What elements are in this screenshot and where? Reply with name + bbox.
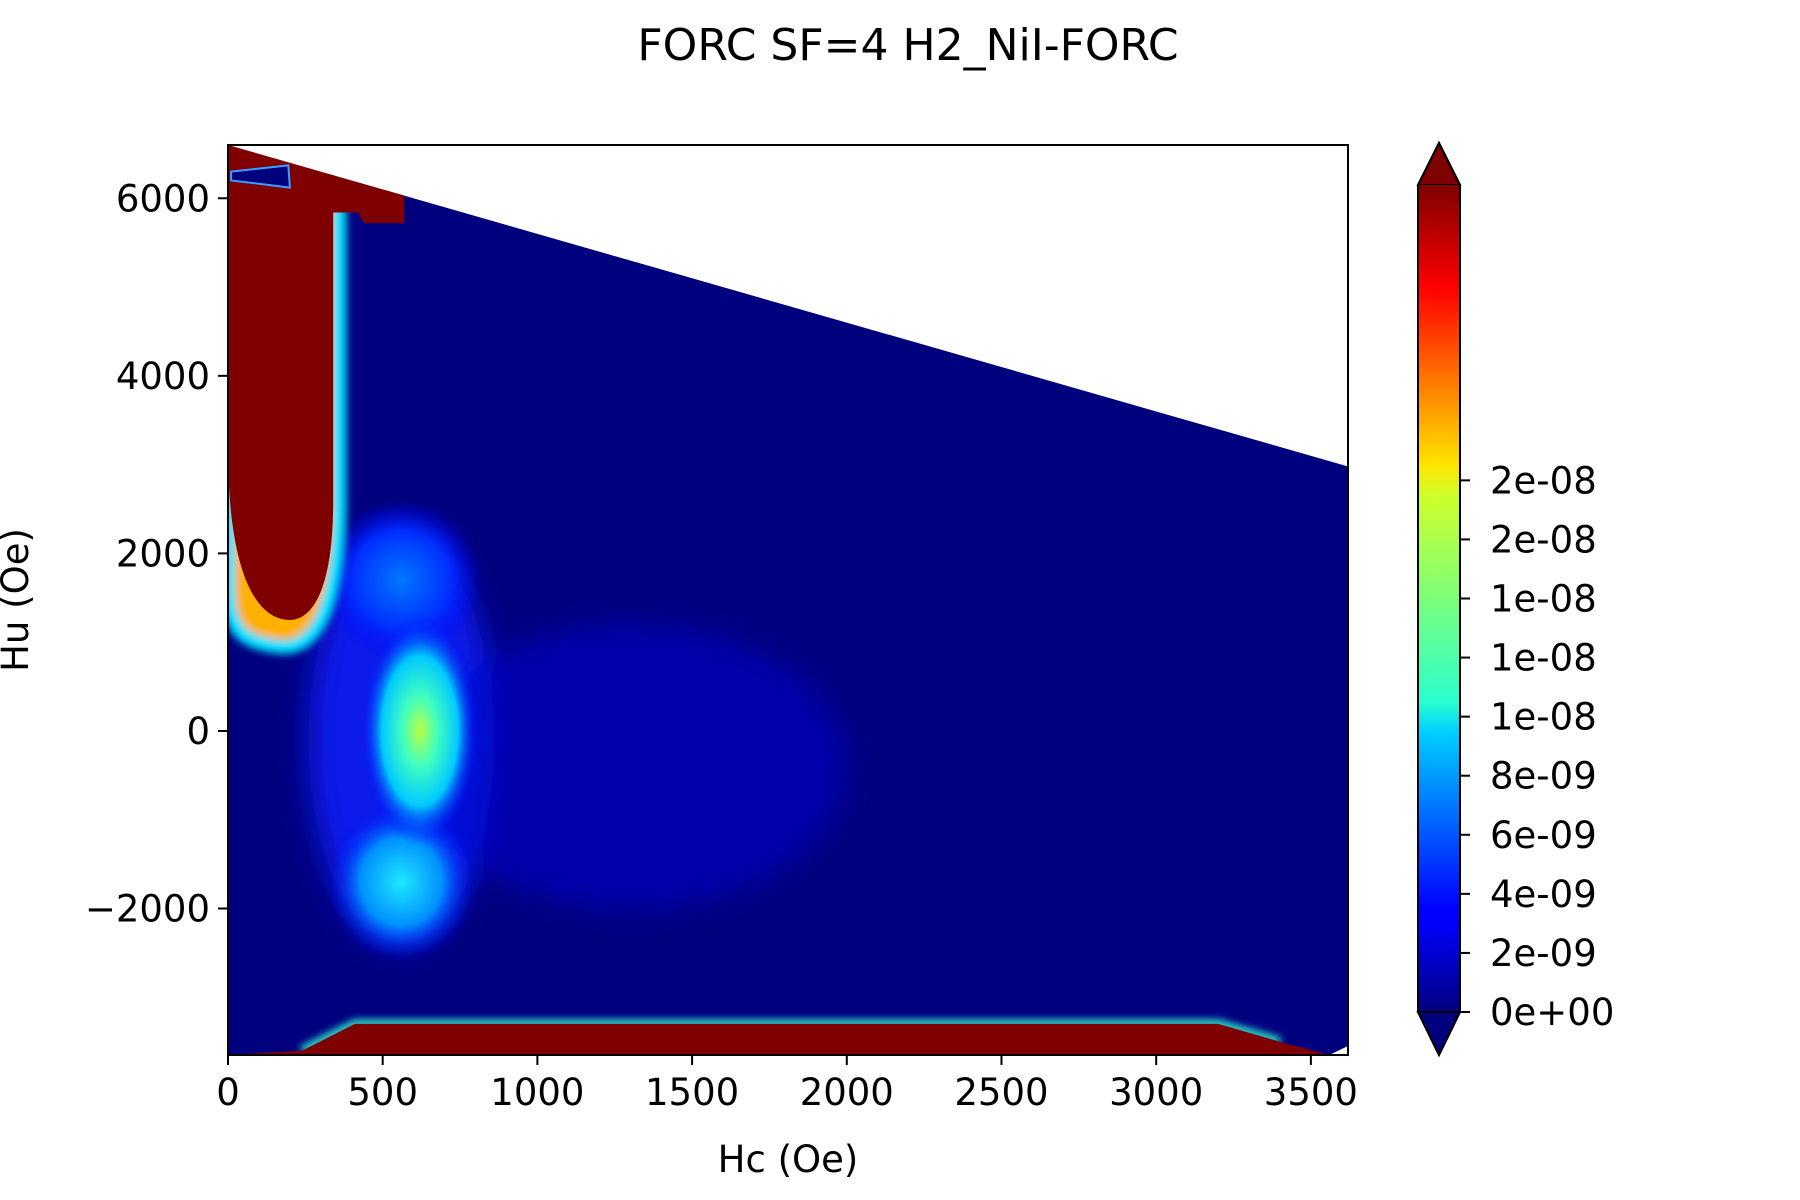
heatmap-upper-lobe: [320, 500, 482, 660]
y-tick-label: 6000: [116, 177, 210, 220]
colorbar-tick-label: 1e-08: [1490, 578, 1597, 621]
y-axis: −2000 0 2000 4000 6000: [85, 177, 228, 931]
y-axis-label: Hu (Oe): [0, 528, 37, 672]
y-tick-label: 0: [186, 710, 210, 753]
colorbar-tick-label: 2e-08: [1490, 459, 1597, 502]
colorbar-tick-label: 6e-09: [1490, 814, 1597, 857]
colorbar-tick-label: 2e-09: [1490, 932, 1597, 975]
chart-title: FORC SF=4 H2_NiI-FORC: [637, 20, 1178, 71]
y-tick-label: 4000: [116, 355, 210, 398]
heatmap-lower-lobe: [327, 801, 476, 962]
x-axis: 0 500 1000 1500 2000 2500 3000 3500: [216, 1055, 1358, 1114]
x-tick-label: 3500: [1264, 1071, 1358, 1114]
x-tick-label: 500: [347, 1071, 418, 1114]
colorbar-gradient: [1418, 185, 1460, 1012]
x-tick-label: 0: [216, 1071, 240, 1114]
heatmap-halo-tail: [413, 624, 847, 909]
colorbar-tick-label: 1e-08: [1490, 696, 1597, 739]
colorbar-tick-label: 8e-09: [1490, 755, 1597, 798]
colorbar-ticks: 0e+00 2e-09 4e-09 6e-09 8e-09 1e-08 1e-08 1e-08…: [1460, 459, 1614, 1034]
y-tick-label: −2000: [85, 888, 210, 931]
colorbar-tick-label: 0e+00: [1490, 991, 1614, 1034]
saturated-column-notch: [330, 145, 405, 224]
x-tick-label: 2500: [954, 1071, 1048, 1114]
colorbar-extend-max: [1416, 140, 1462, 186]
colorbar-tick-label: 2e-08: [1490, 518, 1597, 561]
saturated-column: [228, 145, 334, 620]
x-tick-label: 1000: [490, 1071, 584, 1114]
x-tick-label: 1500: [645, 1071, 739, 1114]
saturated-band: [228, 1023, 1330, 1055]
x-tick-label: 2000: [800, 1071, 894, 1114]
y-tick-label: 2000: [116, 532, 210, 575]
axes-frame: [227, 144, 1349, 1056]
colorbar: 0e+00 2e-09 4e-09 6e-09 8e-09 1e-08 1e-08 1e-08…: [1416, 140, 1614, 1058]
top-left-low-region: [230, 164, 291, 189]
forc-heatmap: [228, 145, 1348, 1055]
colorbar-tick-label: 4e-09: [1490, 873, 1597, 916]
colorbar-extend-min: [1416, 1011, 1462, 1058]
x-axis-label: Hc (Oe): [718, 1138, 859, 1181]
x-tick-label: 3000: [1109, 1071, 1203, 1114]
colorbar-tick-label: 1e-08: [1490, 637, 1597, 680]
heatmap-central-peak: [361, 615, 479, 847]
